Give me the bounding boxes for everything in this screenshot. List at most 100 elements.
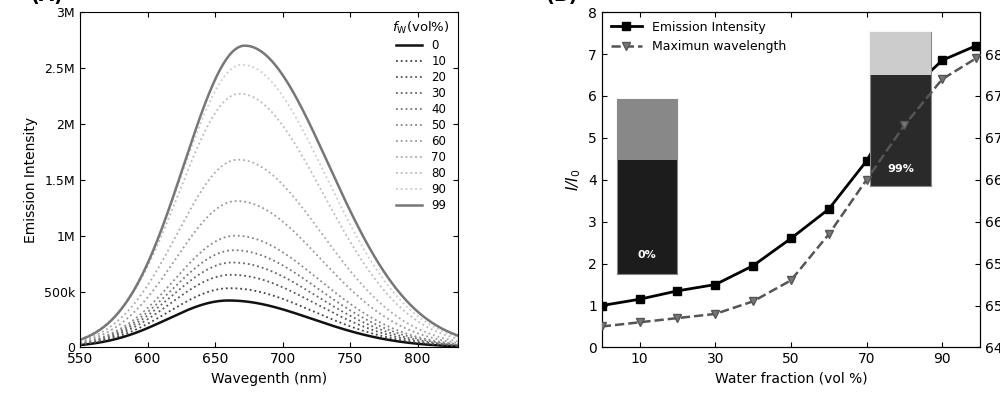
60 — [452, 341, 464, 345]
70 — [246, 160, 258, 164]
Maximun wavelength — [936, 77, 948, 82]
99 — [141, 263, 153, 267]
50 — [74, 341, 86, 345]
99 — [171, 182, 183, 187]
0 — [141, 326, 153, 331]
Emission Intensity — [634, 297, 646, 302]
Emission Intensity — [747, 263, 759, 268]
Maximun wavelength — [634, 320, 646, 325]
20 — [359, 325, 371, 330]
Emission Intensity — [709, 282, 721, 287]
Line: 20: 20 — [80, 275, 458, 345]
0 — [74, 343, 86, 347]
70 — [171, 231, 183, 236]
90 — [236, 62, 248, 67]
80 — [171, 195, 183, 200]
10 — [327, 317, 339, 322]
50 — [327, 288, 339, 293]
30 — [141, 314, 153, 318]
10 — [74, 342, 86, 347]
50 — [229, 233, 241, 238]
80 — [452, 337, 464, 341]
Maximun wavelength — [785, 278, 797, 283]
Maximun wavelength — [747, 299, 759, 304]
60 — [74, 340, 86, 345]
Legend: Emission Intensity, Maximun wavelength: Emission Intensity, Maximun wavelength — [606, 16, 791, 58]
70 — [74, 339, 86, 343]
X-axis label: Wavegenth (nm): Wavegenth (nm) — [211, 372, 327, 386]
60 — [171, 254, 183, 259]
Line: Emission Intensity: Emission Intensity — [598, 42, 980, 309]
0 — [452, 344, 464, 349]
60 — [297, 238, 309, 243]
90 — [327, 189, 339, 194]
40 — [74, 341, 86, 346]
50 — [359, 311, 371, 316]
40 — [327, 297, 339, 302]
Emission Intensity — [823, 207, 835, 212]
Line: 90: 90 — [80, 65, 458, 339]
20 — [171, 296, 183, 301]
0 — [222, 298, 234, 303]
Y-axis label: $I$/$I_0$: $I$/$I_0$ — [564, 168, 583, 191]
Line: 10: 10 — [80, 288, 458, 346]
Line: 99: 99 — [80, 46, 458, 340]
30 — [452, 343, 464, 347]
80 — [246, 94, 258, 99]
20 — [74, 342, 86, 347]
40 — [452, 342, 464, 347]
10 — [359, 329, 371, 334]
X-axis label: Water fraction (vol %): Water fraction (vol %) — [715, 372, 867, 386]
Line: 30: 30 — [80, 263, 458, 345]
0 — [297, 314, 309, 318]
40 — [359, 317, 371, 322]
60 — [141, 296, 153, 301]
Emission Intensity — [671, 288, 683, 293]
Emission Intensity — [861, 158, 873, 163]
Line: 60: 60 — [80, 201, 458, 343]
Y-axis label: Emission Intensity: Emission Intensity — [24, 117, 38, 243]
60 — [246, 201, 258, 206]
99 — [239, 43, 251, 48]
70 — [452, 339, 464, 344]
90 — [359, 249, 371, 254]
40 — [141, 310, 153, 315]
20 — [141, 317, 153, 322]
40 — [171, 282, 183, 287]
Line: 0: 0 — [80, 301, 458, 346]
10 — [452, 343, 464, 348]
20 — [246, 274, 258, 279]
80 — [234, 91, 246, 96]
Line: 80: 80 — [80, 94, 458, 339]
20 — [327, 310, 339, 315]
30 — [297, 286, 309, 290]
10 — [141, 322, 153, 326]
30 — [246, 262, 258, 267]
40 — [228, 248, 240, 252]
70 — [232, 157, 244, 162]
80 — [327, 210, 339, 215]
Maximun wavelength — [671, 316, 683, 320]
0 — [327, 324, 339, 328]
30 — [171, 289, 183, 294]
Maximun wavelength — [823, 232, 835, 237]
0 — [359, 332, 371, 337]
Maximun wavelength — [596, 324, 608, 329]
90 — [141, 262, 153, 267]
Text: (B): (B) — [545, 0, 578, 5]
10 — [246, 288, 258, 292]
Legend: 0, 10, 20, 30, 40, 50, 60, 70, 80, 90, 99: 0, 10, 20, 30, 40, 50, 60, 70, 80, 90, 9… — [388, 16, 455, 217]
40 — [246, 250, 258, 255]
30 — [227, 260, 239, 265]
99 — [246, 44, 258, 49]
80 — [74, 337, 86, 342]
Text: (A): (A) — [31, 0, 64, 5]
Emission Intensity — [596, 303, 608, 308]
70 — [297, 207, 309, 212]
Emission Intensity — [785, 236, 797, 241]
70 — [359, 286, 371, 291]
99 — [359, 238, 371, 243]
Line: Maximun wavelength: Maximun wavelength — [598, 54, 980, 330]
10 — [224, 286, 236, 290]
Maximun wavelength — [709, 311, 721, 316]
